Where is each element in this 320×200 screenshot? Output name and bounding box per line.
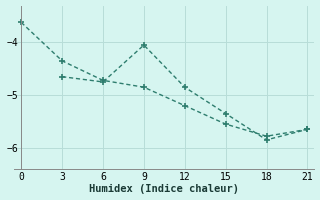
X-axis label: Humidex (Indice chaleur): Humidex (Indice chaleur) xyxy=(89,184,239,194)
